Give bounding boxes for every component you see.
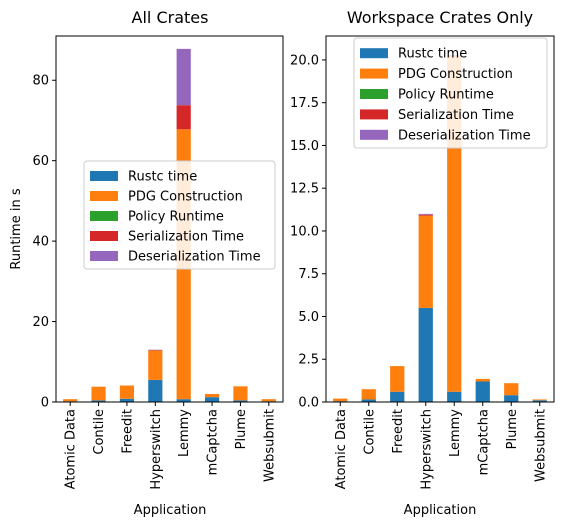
x-tick-label-contile: Contile bbox=[362, 409, 377, 455]
axes-frame bbox=[325, 35, 555, 403]
x-axis-label: Application bbox=[404, 503, 477, 518]
y-tick-label: 15.0 bbox=[290, 139, 319, 154]
bar-mcaptcha-pdg-construction bbox=[204, 393, 220, 398]
legend-label-policy-runtime: Policy Runtime bbox=[128, 210, 224, 225]
bar-atomic-data-pdg-construction bbox=[333, 398, 348, 402]
x-tick-label-freedit: Freedit bbox=[391, 409, 406, 454]
x-tick-label-mcaptcha: mCaptcha bbox=[476, 409, 491, 475]
bar-mcaptcha-rustc-time bbox=[475, 381, 490, 402]
bar-websubmit-pdg-construction bbox=[532, 399, 547, 401]
legend-box bbox=[353, 37, 548, 149]
x-tick-label-hyperswitch: Hyperswitch bbox=[149, 409, 164, 490]
legend-label-deserialization-time: Deserialization Time bbox=[398, 128, 531, 143]
legend: Rustc time PDG Construction Policy Runtime… bbox=[353, 37, 548, 149]
bar-hyperswitch-pdg-construction bbox=[418, 215, 433, 308]
x-tick-label-atomic-data: Atomic Data bbox=[334, 409, 349, 489]
legend-label-rustc-time: Rustc time bbox=[128, 170, 197, 185]
bar-hyperswitch-serialization-time bbox=[418, 214, 433, 216]
legend-box bbox=[83, 160, 276, 270]
bar-plume-rustc-time bbox=[504, 395, 519, 402]
x-tick-label-websubmit: Websubmit bbox=[533, 409, 548, 482]
y-tick-label: 10.0 bbox=[290, 224, 319, 239]
x-tick-label-contile: Contile bbox=[92, 409, 107, 455]
legend-swatch-deserialization-time bbox=[360, 129, 388, 140]
bar-plume-rustc-time bbox=[233, 400, 248, 402]
x-axis-label: Application bbox=[134, 503, 207, 518]
legend-swatch-pdg-construction bbox=[360, 68, 388, 79]
y-axis-label: Runtime in s bbox=[9, 188, 24, 269]
legend-swatch-serialization-time bbox=[90, 231, 118, 241]
y-tick-label: 40 bbox=[32, 235, 49, 250]
y-tick-label: 0 bbox=[41, 396, 49, 411]
bar-lemmy-serialization-time bbox=[176, 105, 191, 130]
legend-label-rustc-time: Rustc time bbox=[398, 47, 467, 62]
y-tick-label: 0.0 bbox=[298, 396, 319, 411]
y-tick-label: 17.5 bbox=[290, 96, 319, 111]
legend-swatch-rustc-time bbox=[90, 171, 118, 181]
bar-contile-pdg-construction bbox=[91, 386, 106, 401]
legend: Rustc time PDG Construction Policy Runtime… bbox=[83, 160, 276, 270]
bar-freedit-rustc-time bbox=[390, 391, 405, 402]
bar-freedit-pdg-construction bbox=[390, 366, 405, 392]
chart-title: All Crates bbox=[132, 8, 209, 27]
legend-label-pdg-construction: PDG Construction bbox=[398, 67, 513, 82]
y-tick-label: 80 bbox=[32, 74, 49, 89]
bar-hyperswitch-deserialization-time bbox=[418, 213, 433, 215]
x-tick-label-mcaptcha: mCaptcha bbox=[206, 409, 221, 475]
legend-label-pdg-construction: PDG Construction bbox=[128, 190, 243, 205]
bar-lemmy-deserialization-time bbox=[176, 48, 191, 106]
chart-panel-all-crates: All Crates Runtime in s Application 0 20 4… bbox=[9, 8, 284, 518]
bar-contile-pdg-construction bbox=[361, 389, 376, 400]
y-ticks-group: 0 20 40 60 80 bbox=[32, 74, 56, 411]
legend-label-serialization-time: Serialization Time bbox=[398, 108, 514, 123]
bar-plume-pdg-construction bbox=[504, 383, 519, 396]
legend-swatch-serialization-time bbox=[360, 109, 388, 120]
x-tick-label-lemmy: Lemmy bbox=[177, 409, 192, 457]
x-tick-label-hyperswitch: Hyperswitch bbox=[419, 409, 434, 490]
bar-mcaptcha-rustc-time bbox=[204, 397, 220, 402]
legend-swatch-rustc-time bbox=[360, 48, 388, 59]
bar-contile-rustc-time bbox=[361, 399, 376, 402]
y-tick-label: 12.5 bbox=[290, 182, 319, 197]
bar-websubmit-rustc-time bbox=[532, 400, 547, 402]
x-tick-label-websubmit: Websubmit bbox=[262, 409, 277, 482]
y-tick-label: 20.0 bbox=[290, 53, 319, 68]
bar-atomic-data-pdg-construction bbox=[63, 399, 78, 402]
y-tick-label: 20 bbox=[32, 315, 49, 330]
x-tick-label-plume: Plume bbox=[234, 409, 249, 449]
y-tick-label: 7.5 bbox=[298, 267, 319, 282]
legend-swatch-policy-runtime bbox=[360, 89, 388, 99]
bar-hyperswitch-pdg-construction bbox=[148, 350, 163, 380]
bar-freedit-pdg-construction bbox=[119, 385, 135, 399]
x-ticks-group: Atomic Data Contile Freedit Hyperswitch Lemm… bbox=[64, 402, 277, 490]
bar-hyperswitch-rustc-time bbox=[418, 307, 433, 402]
legend-swatch-deserialization-time bbox=[90, 251, 118, 261]
bar-contile-rustc-time bbox=[91, 400, 106, 402]
bar-plume-pdg-construction bbox=[233, 386, 248, 401]
axes-frame bbox=[55, 35, 284, 403]
bar-mcaptcha-pdg-construction bbox=[475, 378, 490, 382]
bar-lemmy-rustc-time bbox=[447, 391, 462, 402]
bar-lemmy-rustc-time bbox=[176, 399, 191, 402]
chart-title: Workspace Crates Only bbox=[347, 8, 533, 27]
bar-websubmit-pdg-construction bbox=[261, 399, 276, 402]
bar-freedit-rustc-time bbox=[119, 398, 135, 402]
y-tick-label: 5.0 bbox=[298, 310, 319, 325]
x-tick-label-freedit: Freedit bbox=[120, 409, 135, 454]
y-ticks-group: 0.0 2.5 5.0 7.5 10.0 12.5 15.0 17.5 20.0 bbox=[290, 53, 326, 411]
x-tick-label-lemmy: Lemmy bbox=[448, 409, 463, 457]
legend-label-policy-runtime: Policy Runtime bbox=[398, 88, 494, 103]
legend-swatch-policy-runtime bbox=[90, 211, 118, 221]
x-tick-label-plume: Plume bbox=[505, 409, 520, 449]
legend-label-deserialization-time: Deserialization Time bbox=[128, 250, 261, 265]
bar-hyperswitch-rustc-time bbox=[148, 379, 163, 402]
chart-panel-workspace-crates: Workspace Crates Only Application 0.0 2.5… bbox=[290, 8, 555, 518]
x-tick-label-atomic-data: Atomic Data bbox=[64, 409, 79, 489]
x-ticks-group: Atomic Data Contile Freedit Hyperswitch Lemm… bbox=[334, 402, 548, 490]
legend-label-serialization-time: Serialization Time bbox=[128, 230, 244, 245]
y-tick-label: 2.5 bbox=[298, 353, 319, 368]
y-tick-label: 60 bbox=[32, 154, 49, 169]
legend-swatch-pdg-construction bbox=[90, 191, 118, 201]
